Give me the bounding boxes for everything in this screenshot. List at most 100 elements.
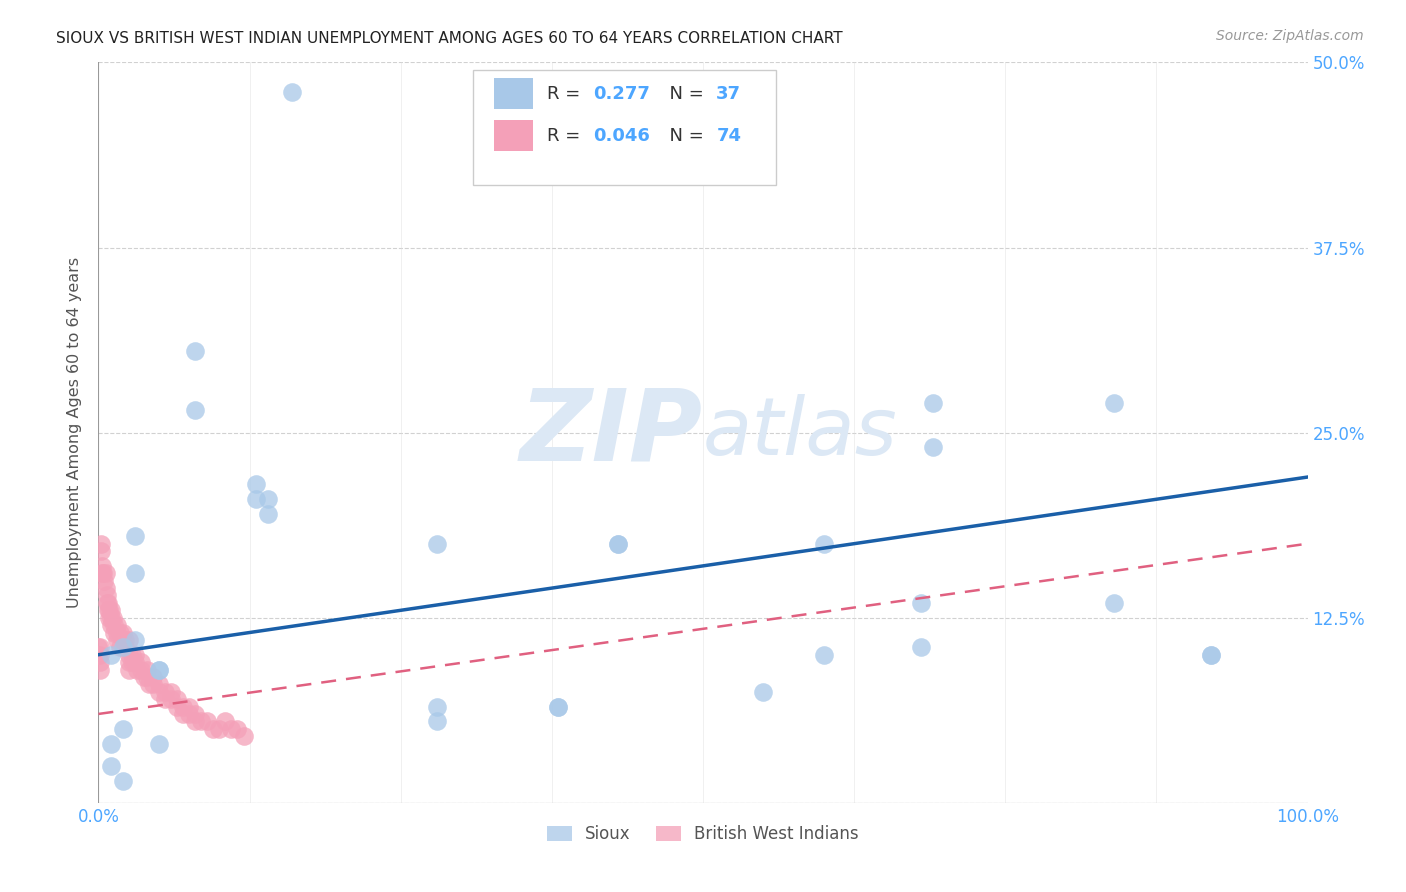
- Point: [96, 596, 118, 610]
- Text: 74: 74: [716, 127, 741, 145]
- Text: R =: R =: [547, 127, 586, 145]
- Text: N =: N =: [658, 127, 710, 145]
- Point: [813, 648, 835, 662]
- Point: [91, 566, 114, 581]
- FancyBboxPatch shape: [494, 78, 533, 109]
- Point: [232, 729, 254, 743]
- Point: [547, 699, 569, 714]
- Point: [607, 536, 630, 550]
- Point: [90, 544, 112, 558]
- Text: SIOUX VS BRITISH WEST INDIAN UNEMPLOYMENT AMONG AGES 60 TO 64 YEARS CORRELATION : SIOUX VS BRITISH WEST INDIAN UNEMPLOYMEN…: [56, 31, 842, 46]
- Point: [101, 610, 124, 624]
- Point: [111, 625, 134, 640]
- Point: [91, 566, 114, 581]
- Legend: Sioux, British West Indians: Sioux, British West Indians: [540, 819, 866, 850]
- Point: [208, 722, 231, 736]
- Point: [121, 655, 143, 669]
- Point: [124, 529, 146, 543]
- Point: [148, 737, 170, 751]
- Point: [921, 396, 943, 410]
- Point: [148, 685, 170, 699]
- Point: [100, 758, 122, 772]
- Point: [100, 610, 122, 624]
- Point: [89, 648, 111, 662]
- Point: [134, 670, 156, 684]
- Y-axis label: Unemployment Among Ages 60 to 64 years: Unemployment Among Ages 60 to 64 years: [67, 257, 83, 608]
- Point: [184, 706, 207, 721]
- Point: [100, 648, 122, 662]
- Point: [89, 655, 111, 669]
- Point: [91, 558, 114, 573]
- Point: [100, 603, 122, 617]
- Point: [108, 625, 131, 640]
- Point: [94, 566, 117, 581]
- FancyBboxPatch shape: [474, 70, 776, 185]
- Point: [202, 722, 225, 736]
- Point: [160, 685, 183, 699]
- Point: [148, 677, 170, 691]
- Point: [172, 706, 194, 721]
- Point: [256, 492, 278, 507]
- Point: [153, 685, 176, 699]
- Point: [135, 670, 157, 684]
- Point: [1199, 648, 1222, 662]
- Point: [105, 632, 128, 647]
- Point: [127, 663, 149, 677]
- Point: [166, 699, 188, 714]
- Point: [97, 596, 120, 610]
- Text: 0.277: 0.277: [593, 85, 650, 103]
- Point: [114, 640, 136, 655]
- FancyBboxPatch shape: [494, 120, 533, 152]
- Point: [910, 596, 932, 610]
- Point: [135, 663, 157, 677]
- Point: [547, 699, 569, 714]
- Point: [160, 692, 183, 706]
- Point: [111, 632, 134, 647]
- Point: [97, 603, 120, 617]
- Point: [166, 692, 188, 706]
- Point: [179, 706, 201, 721]
- Point: [118, 663, 141, 677]
- Point: [111, 773, 134, 788]
- Point: [124, 566, 146, 581]
- Point: [93, 574, 115, 588]
- Point: [118, 655, 141, 669]
- Point: [105, 618, 128, 632]
- Point: [172, 699, 194, 714]
- Point: [921, 441, 943, 455]
- Text: atlas: atlas: [703, 393, 898, 472]
- Point: [90, 536, 112, 550]
- Point: [124, 655, 146, 669]
- Point: [184, 344, 207, 359]
- Point: [910, 640, 932, 655]
- Text: 37: 37: [716, 85, 741, 103]
- Point: [148, 663, 170, 677]
- Point: [190, 714, 212, 729]
- Point: [89, 640, 111, 655]
- Point: [142, 670, 165, 684]
- Point: [129, 663, 152, 677]
- Point: [111, 640, 134, 655]
- Point: [89, 663, 111, 677]
- Point: [184, 403, 207, 417]
- Point: [1102, 596, 1125, 610]
- Point: [148, 663, 170, 677]
- Text: R =: R =: [547, 85, 586, 103]
- Text: N =: N =: [658, 85, 710, 103]
- Point: [118, 632, 141, 647]
- Point: [256, 507, 278, 521]
- Point: [426, 714, 449, 729]
- Point: [426, 536, 449, 550]
- Point: [179, 699, 201, 714]
- Point: [96, 589, 118, 603]
- Point: [94, 581, 117, 595]
- Point: [184, 714, 207, 729]
- Point: [87, 648, 110, 662]
- Point: [138, 677, 160, 691]
- Point: [105, 625, 128, 640]
- Point: [103, 625, 125, 640]
- Point: [245, 477, 267, 491]
- Point: [752, 685, 775, 699]
- Point: [114, 632, 136, 647]
- Point: [813, 536, 835, 550]
